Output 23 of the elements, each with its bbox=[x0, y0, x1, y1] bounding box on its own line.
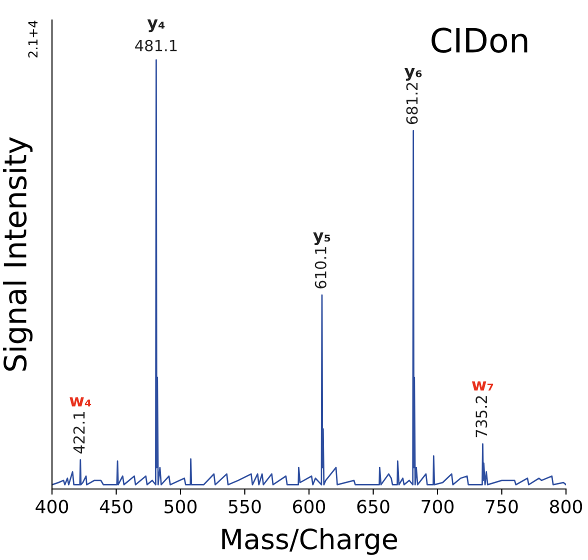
x-tick-label: 500 bbox=[164, 500, 197, 514]
annotation: 481.1 bbox=[135, 40, 177, 52]
annotation: 422.1 bbox=[73, 412, 85, 454]
text: y₄ bbox=[147, 19, 165, 32]
annotation: y₅ bbox=[313, 232, 330, 246]
x-tick-label: 600 bbox=[293, 500, 326, 514]
x-tick-label: 550 bbox=[228, 500, 261, 514]
annotation: 735.2 bbox=[476, 396, 488, 438]
x-tick-label: 450 bbox=[100, 500, 132, 514]
y-axis-title: Signal Intensity bbox=[2, 137, 33, 371]
chart-title: CIDon bbox=[432, 28, 528, 53]
text: 2.1+4 bbox=[28, 20, 38, 58]
x-tick-label: 750 bbox=[486, 500, 518, 514]
annotation: w₇ bbox=[472, 381, 494, 391]
x-axis-title: Mass/Charge bbox=[222, 528, 398, 555]
annotation: 610.1 bbox=[314, 247, 326, 288]
annotation: w₄ bbox=[70, 397, 92, 406]
x-tick-label: 650 bbox=[357, 500, 390, 514]
x-tick-label: 700 bbox=[422, 500, 454, 514]
x-tick-label: 800 bbox=[550, 500, 582, 514]
annotation: y₆ bbox=[404, 68, 422, 81]
x-tick-label: 400 bbox=[36, 500, 68, 514]
annotation: 681.2 bbox=[406, 82, 418, 124]
